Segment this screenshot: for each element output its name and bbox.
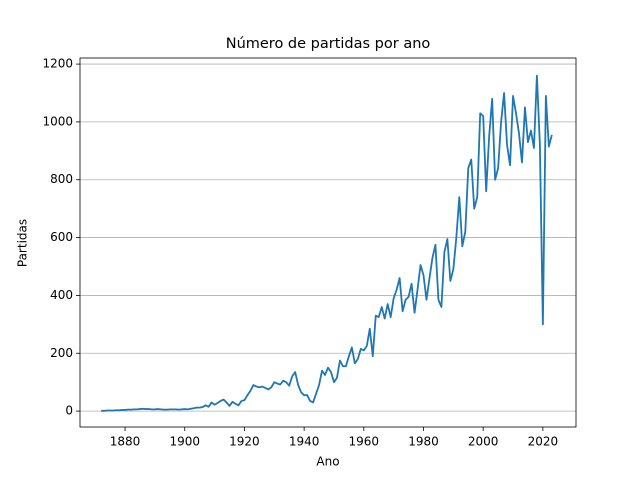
y-tick-label: 200 [50, 346, 73, 360]
x-tick-label: 1940 [289, 435, 320, 449]
x-tick-label: 1900 [169, 435, 200, 449]
data-line [101, 74, 553, 412]
x-tick-label: 1880 [110, 435, 141, 449]
y-tick-label: 800 [50, 172, 73, 186]
y-tick-label: 0 [65, 404, 73, 418]
x-tick-label: 2020 [528, 435, 559, 449]
y-axis-label: Partidas [16, 219, 30, 267]
x-tick-label: 2000 [468, 435, 499, 449]
y-tick-label: 1000 [42, 114, 73, 128]
x-axis-label: Ano [316, 455, 339, 469]
y-tick-label: 1200 [42, 57, 73, 71]
plot-frame [79, 57, 577, 428]
x-tick-label: 1960 [349, 435, 380, 449]
x-tick-label: 1920 [229, 435, 260, 449]
chart-title: Número de partidas por ano [226, 36, 431, 52]
y-tick-label: 400 [50, 288, 73, 302]
y-tick-label: 600 [50, 230, 73, 244]
x-tick-label: 1980 [408, 435, 439, 449]
